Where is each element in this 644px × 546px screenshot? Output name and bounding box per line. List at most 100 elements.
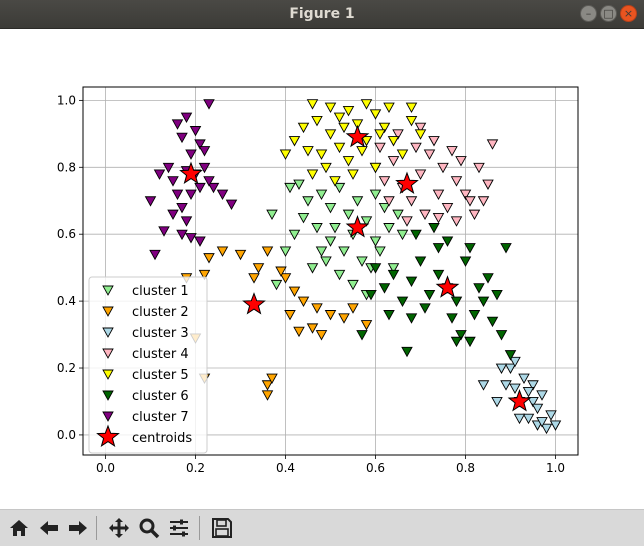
cluster-6-point: [405, 276, 418, 287]
cluster-2-point: [275, 266, 287, 277]
legend-label: cluster 1: [132, 284, 189, 299]
home-icon[interactable]: [5, 514, 32, 541]
cluster-1-point: [302, 196, 314, 207]
cluster-1-point: [378, 202, 391, 214]
cluster-6-point: [450, 296, 463, 308]
cluster-1-point: [374, 246, 386, 257]
cluster-1-point: [297, 213, 310, 224]
cluster-7-point: [189, 126, 202, 137]
title-bar[interactable]: Figure 1 – □ ×: [0, 0, 644, 29]
y-tick-label: 1.0: [57, 93, 76, 107]
cluster-2-point: [284, 310, 296, 321]
centroid-marker: [435, 275, 460, 298]
cluster-2-point: [347, 303, 359, 314]
centroid-marker: [395, 171, 419, 195]
cluster-6-point: [441, 236, 454, 247]
cluster-3-point: [495, 363, 508, 374]
cluster-1-point: [315, 189, 328, 200]
cluster-1-point: [324, 236, 337, 247]
cluster-5-point: [351, 119, 364, 130]
cluster-7-point: [180, 216, 193, 227]
cluster-5-point: [405, 116, 418, 127]
cluster-5-point: [315, 149, 328, 160]
cluster-5-point: [360, 136, 373, 147]
cluster-1-point: [338, 246, 350, 257]
legend-label: cluster 3: [132, 326, 189, 341]
cluster-7-point: [167, 209, 179, 221]
maximize-icon[interactable]: □: [600, 5, 617, 22]
cluster-1-point: [284, 182, 296, 194]
cluster-5-point: [369, 162, 382, 174]
cluster-7-point: [149, 249, 161, 261]
cluster-5-point: [347, 169, 359, 180]
cluster-6-point: [369, 263, 382, 274]
cluster-7-point: [171, 189, 184, 200]
cluster-6-point: [450, 336, 463, 348]
configure-subplots-icon[interactable]: [165, 514, 192, 541]
cluster-4-point: [450, 216, 463, 227]
cluster-4-point: [486, 139, 499, 150]
cluster-5-point: [396, 149, 409, 160]
cluster-2-point: [311, 303, 323, 314]
cluster-5-point: [324, 102, 337, 113]
cluster-6-point: [500, 243, 512, 254]
cluster-6-point: [477, 296, 490, 308]
cluster-4-point: [473, 162, 485, 174]
cluster-1-point: [293, 179, 305, 190]
cluster-4-point: [459, 189, 472, 200]
cluster-6-point: [387, 269, 400, 281]
cluster-5-point: [356, 146, 368, 157]
cluster-1-point: [396, 229, 409, 241]
cluster-1-point: [270, 279, 283, 291]
cluster-3-point: [491, 397, 503, 408]
zoom-icon[interactable]: [135, 514, 162, 541]
cluster-3-point: [509, 356, 521, 368]
close-icon[interactable]: ×: [620, 5, 637, 22]
cluster-7-point: [185, 233, 197, 244]
cluster-4-point: [378, 176, 391, 187]
cluster-5-point: [324, 129, 337, 140]
legend-marker: [102, 348, 114, 359]
cluster-1-point: [306, 263, 319, 274]
cluster-2-point: [293, 326, 305, 338]
cluster-6-point: [410, 229, 422, 241]
cluster-7-point: [144, 196, 157, 207]
cluster-3-point: [549, 420, 562, 431]
cluster-7-point: [198, 146, 211, 157]
cluster-5-point: [383, 102, 395, 113]
cluster-5-point: [369, 109, 382, 120]
cluster-1-point: [347, 279, 359, 291]
cluster-5-point: [302, 146, 314, 157]
cluster-5-point: [387, 136, 400, 147]
cluster-5-point: [333, 112, 346, 124]
legend-marker: [102, 369, 114, 380]
cluster-5-point: [360, 99, 373, 110]
legend-label: cluster 5: [132, 368, 189, 383]
cluster-4-point: [428, 136, 440, 147]
cluster-1-point: [392, 209, 404, 221]
cluster-4-point: [446, 146, 458, 157]
legend-label: cluster 4: [132, 347, 189, 362]
y-tick-label: 0.4: [57, 294, 76, 308]
cluster-6-point: [473, 283, 485, 294]
cluster-6-point: [432, 269, 445, 281]
cluster-2-point: [234, 249, 247, 261]
cluster-4-point: [383, 196, 395, 207]
pan-icon[interactable]: [105, 514, 132, 541]
cluster-4-point: [432, 213, 445, 224]
cluster-1-point: [288, 229, 301, 241]
centroid-marker: [345, 215, 370, 238]
minimize-icon[interactable]: –: [580, 5, 597, 22]
cluster-2-point: [306, 323, 319, 334]
cluster-5-point: [320, 162, 332, 174]
figure-canvas[interactable]: 0.0 0.2 0.4 0.6 0.8 1.0 0.0 0.2 0.4 0.6 0.8 1.0 clus…: [0, 29, 644, 508]
back-arrow-icon[interactable]: [35, 514, 62, 541]
cluster-2-point: [338, 313, 350, 324]
cluster-7-point: [171, 119, 184, 130]
save-icon[interactable]: [208, 514, 235, 541]
cluster-7-point: [176, 202, 188, 214]
x-tick-label: 0.2: [186, 461, 205, 475]
cluster-5-point: [329, 176, 341, 187]
forward-arrow-icon[interactable]: [64, 514, 91, 541]
cluster-4-point: [392, 129, 404, 140]
